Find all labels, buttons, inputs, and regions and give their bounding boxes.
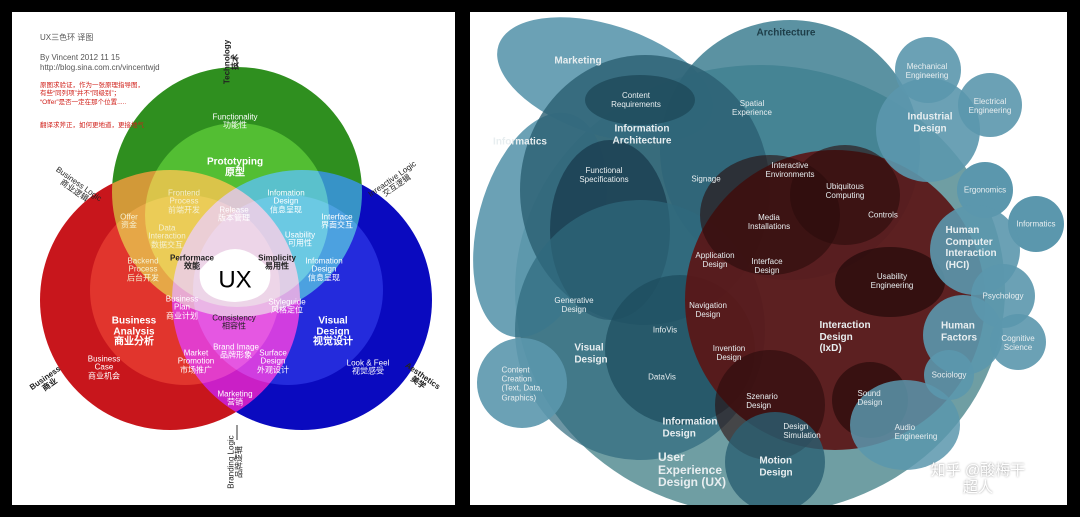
- electrical-engineering-region: [958, 73, 1022, 137]
- label-infovis: InfoVis: [652, 325, 678, 335]
- label-performance: Performace 效能: [169, 253, 215, 271]
- label-prototyping: Prototyping 原型: [206, 156, 264, 178]
- label-simplicity: Simplicity 易用性: [258, 253, 296, 271]
- label-consistency: Consistency 相容性: [212, 313, 256, 331]
- label-business-plan: Business Plan 商业计划: [165, 294, 199, 321]
- label-business-analysis: Business Analysis 商业分析: [111, 315, 157, 348]
- label-information-design: Information Design: [662, 416, 718, 440]
- label-offer: Offer 资金: [120, 212, 138, 230]
- label-scenario-design: Szenario Design: [746, 391, 778, 410]
- label-visual-design: Visual Design 视觉设计: [313, 315, 353, 348]
- label-invention-design: Invention Design: [712, 343, 746, 362]
- label-sociology: Sociology: [931, 370, 967, 380]
- label-design-simulation: Design Simulation: [783, 421, 821, 440]
- label-business-case: Business Case 商业机会: [87, 354, 121, 381]
- label-surface-design: Surface Design 外观设计: [257, 348, 289, 375]
- label-interface-design: Interface Design: [751, 256, 783, 275]
- label-ergonomics: Ergonomics: [963, 185, 1007, 195]
- label-interface: Interface 界面交互: [321, 212, 353, 230]
- label-application-design: Application Design: [695, 250, 735, 269]
- industrial-design-region: [876, 78, 980, 182]
- content-creation-region: [477, 338, 567, 428]
- ubiquitous-region: [790, 145, 900, 245]
- informatics-right-region: [1008, 196, 1064, 252]
- label-datavis: DataVis: [648, 372, 676, 382]
- aesthetics-inner: [193, 195, 383, 385]
- label-informatics-right: Informatics: [1016, 219, 1056, 229]
- label-usability-engineering: Usability Engineering: [870, 271, 914, 290]
- label-interaction-design: Interaction Design (IxD): [819, 319, 871, 354]
- label-look-and-feel: Look & Feel 视觉感受: [346, 358, 390, 376]
- watermark: 知乎 @酸梅干超人: [930, 461, 1026, 496]
- label-cognitive-science: Cognitive Science: [1001, 333, 1035, 352]
- label-architecture: Architecture: [756, 27, 816, 39]
- label-electrical-engineering: Electrical Engineering: [968, 96, 1012, 115]
- label-ux: UX: [218, 266, 252, 294]
- label-user-experience-design: User Experience Design (UX): [657, 450, 727, 490]
- diagram-title: UX三色环 译图: [40, 33, 94, 42]
- label-backend-process: Backend Process 后台开发: [127, 256, 159, 283]
- label-media-installations: Media Installations: [747, 212, 791, 231]
- ergonomics-region: [957, 162, 1013, 218]
- label-audio-engineering: Audio Engineering: [894, 422, 938, 441]
- cognitive-science-region: [990, 314, 1046, 370]
- label-mechanical-engineering: Mechanical Engineering: [905, 61, 949, 80]
- label-human-factors: Human Factors: [940, 320, 978, 344]
- ux-core: [199, 249, 271, 302]
- label-market-promotion: Market Promotion 市场推广: [177, 348, 215, 375]
- label-spatial-experience: Spatial Experience: [731, 98, 773, 117]
- label-hci: Human Computer Interaction (HCI): [945, 225, 997, 271]
- source-url: http://blog.sina.com.cn/vincentwjd: [40, 63, 160, 72]
- label-interactive-environments: Interactive Environments: [765, 160, 815, 179]
- label-functionality: Functionality 功能性: [212, 112, 258, 130]
- label-release: Release 版本管理: [218, 205, 250, 223]
- label-information-architecture: Information Architecture: [612, 123, 672, 147]
- label-informatics-left: Informatics: [493, 136, 547, 148]
- label-data-interaction: Data Interaction 数据交互: [148, 223, 186, 250]
- sociology-region: [924, 350, 974, 400]
- label-content-creation: Content Creation (Text, Data, Graphics): [501, 365, 543, 403]
- label-frontend-process: Frontend Process 前端开发: [167, 188, 201, 215]
- content-requirements-region: [585, 75, 695, 125]
- label-styleguide: Styleguide 风格定位: [268, 297, 306, 315]
- label-marketing: Marketing 营销: [217, 389, 253, 407]
- label-signage: Signage: [691, 174, 721, 184]
- label-navigation-design: Navigation Design: [689, 300, 727, 319]
- label-controls: Controls: [868, 210, 898, 220]
- byline: By Vincent 2012 11 15: [40, 53, 120, 62]
- label-sound-design: Sound Design: [857, 388, 883, 407]
- usability-engineering-region: [835, 247, 945, 317]
- label-information-design-right: Infomation Design 信息呈现: [305, 256, 343, 283]
- label-motion-design: Motion Design: [759, 455, 793, 479]
- label-visual-design: Visual Design: [574, 342, 608, 366]
- audio-engineering-region: [850, 380, 960, 470]
- label-ubiquitous-computing: Ubiquitous Computing: [825, 181, 865, 200]
- translator-note: 原图求验证，作为一张原理指导图， 有些“同列项”并不“同级别”； “Offer”…: [40, 82, 144, 106]
- label-content-requirements: Content Requirements: [611, 90, 661, 109]
- label-generative-design: Generative Design: [554, 295, 594, 314]
- label-functional-specifications: Functional Specifications: [579, 165, 629, 184]
- label-brand-image: Brand Image 品牌形象: [213, 342, 259, 360]
- label-psychology: Psychology: [982, 291, 1024, 301]
- mechanical-engineering-region: [895, 37, 961, 103]
- label-marketing: Marketing: [554, 55, 602, 67]
- translator-request: 翻译求斧正，如何更地道，更接地气: [40, 122, 144, 129]
- label-usability: Usability 可用性: [284, 230, 316, 248]
- motion-design-region: [725, 412, 825, 505]
- label-information-design-top: Infomation Design 信息呈现: [267, 188, 305, 215]
- label-industrial-design: Industrial Design: [907, 111, 953, 135]
